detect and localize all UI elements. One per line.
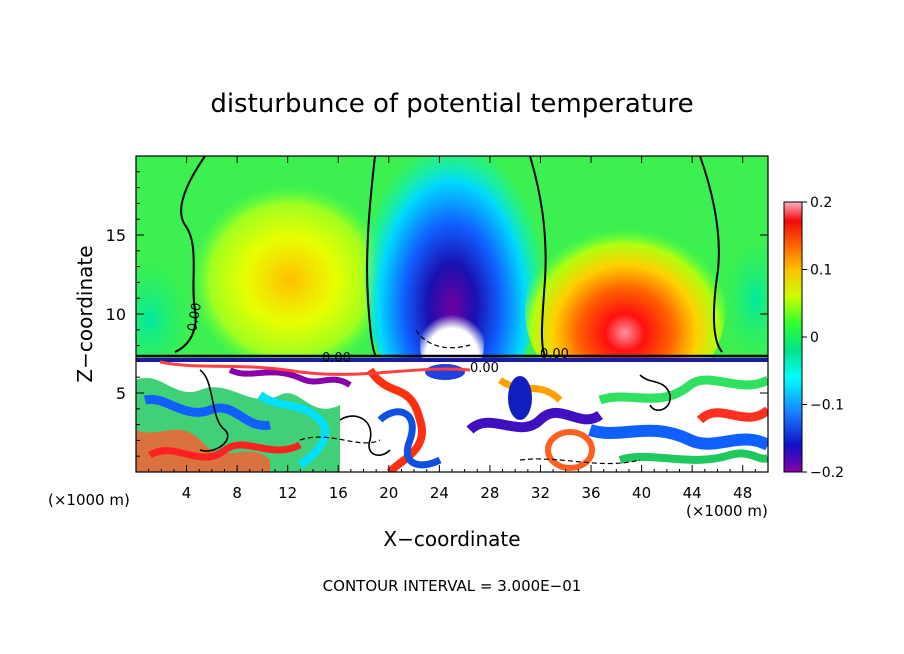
x-tick-label: 28 <box>480 484 499 502</box>
teal-region-left <box>136 260 190 380</box>
colorbar-tick-label: 0.1 <box>810 263 832 279</box>
y-tick-label: 15 <box>106 226 126 245</box>
cold-core <box>364 156 540 420</box>
colorbar <box>783 201 803 473</box>
contour-label: 0.00 <box>185 302 205 333</box>
x-tick-label: 20 <box>379 484 398 502</box>
x-tick-label: 16 <box>329 484 348 502</box>
colorbar-tick-label: −0.2 <box>810 465 844 481</box>
contour-interval-note: CONTOUR INTERVAL = 3.000E−01 <box>323 577 582 595</box>
x-tick-label: 24 <box>430 484 449 502</box>
chart-title: disturbunce of potential temperature <box>210 89 693 119</box>
z-unit-label: (×1000 m) <box>686 502 768 520</box>
x-tick-label: 32 <box>531 484 550 502</box>
y-axis-label: Z−coordinate <box>73 245 97 382</box>
colorbar-tick-label: 0 <box>810 330 819 346</box>
y-axis-ticks: 5 10 15 <box>106 171 768 457</box>
teal-region-right <box>725 240 768 360</box>
contour-lines <box>136 156 768 465</box>
warm-region-left <box>190 185 390 375</box>
contour-label: 0.00 <box>322 351 351 366</box>
x-tick-label: 36 <box>581 484 600 502</box>
x-tick-label: 40 <box>632 484 651 502</box>
contour-label: 0.00 <box>540 347 569 362</box>
colorbar-ticks: −0.2 −0.1 0 0.1 0.2 <box>802 195 844 481</box>
x-unit-label: (×1000 m) <box>48 491 130 509</box>
x-tick-label: 4 <box>182 484 192 502</box>
colorbar-tick-label: 0.2 <box>810 195 832 211</box>
x-axis-ticks: 4 8 12 16 20 24 28 32 36 40 44 48 <box>148 156 756 502</box>
y-tick-label: 5 <box>116 384 126 403</box>
x-tick-label: 48 <box>733 484 752 502</box>
x-axis-label: X−coordinate <box>383 527 520 551</box>
colorbar-tick-label: −0.1 <box>810 398 844 414</box>
turbulent-layer <box>136 358 768 472</box>
y-tick-label: 10 <box>106 305 126 324</box>
x-tick-label: 8 <box>232 484 242 502</box>
warm-region-right <box>525 215 725 405</box>
x-tick-label: 12 <box>278 484 297 502</box>
x-tick-label: 44 <box>683 484 702 502</box>
contour-label: 0.00 <box>470 361 499 376</box>
temperature-field: 0.00 0.00 0.00 0.00 <box>136 156 768 472</box>
